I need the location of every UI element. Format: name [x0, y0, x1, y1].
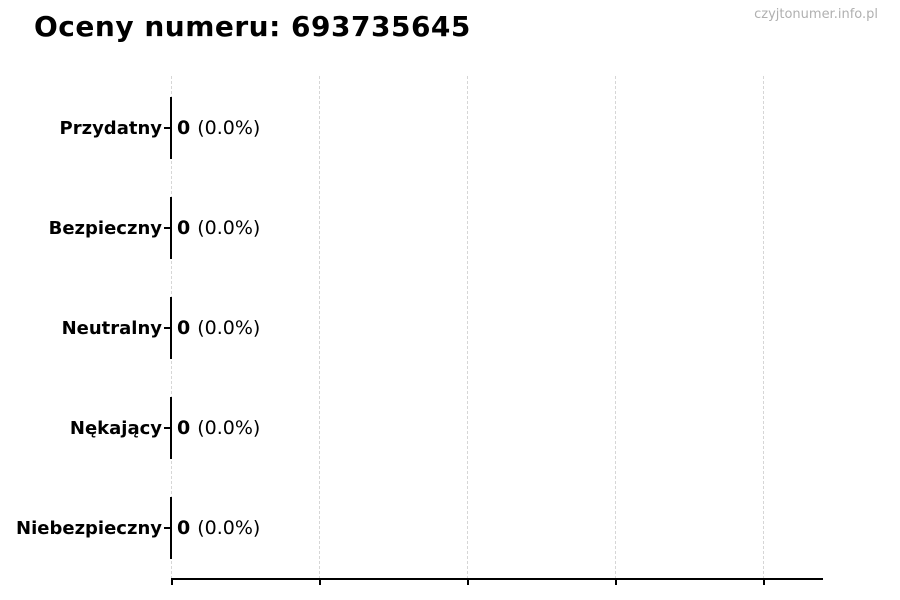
value-annotation: 0 (0.0%) [177, 514, 260, 542]
value-count: 0 [177, 117, 191, 139]
value-annotation: 0 (0.0%) [177, 214, 260, 242]
value-percent: (0.0%) [197, 317, 261, 339]
value-count: 0 [177, 517, 191, 539]
value-annotation: 0 (0.0%) [177, 114, 260, 142]
zero-value-bar [170, 497, 172, 559]
x-axis-tick [171, 580, 173, 585]
watermark-text: czyjtonumer.info.pl [754, 7, 878, 22]
y-axis-tick [164, 327, 171, 329]
value-percent: (0.0%) [197, 417, 261, 439]
chart-title: Oceny numeru: 693735645 [34, 10, 471, 43]
value-percent: (0.0%) [197, 217, 261, 239]
value-percent: (0.0%) [197, 517, 261, 539]
x-axis-tick [763, 580, 765, 585]
category-label: Neutralny [61, 317, 162, 339]
y-axis-tick [164, 127, 171, 129]
category-label: Niebezpieczny [16, 517, 162, 539]
value-count: 0 [177, 217, 191, 239]
value-percent: (0.0%) [197, 117, 261, 139]
gridline [319, 76, 320, 579]
gridline [763, 76, 764, 579]
x-axis-line [171, 578, 823, 580]
zero-value-bar [170, 97, 172, 159]
y-axis-tick [164, 227, 171, 229]
category-label: Przydatny [59, 117, 162, 139]
y-axis-tick [164, 427, 171, 429]
zero-value-bar [170, 397, 172, 459]
category-label: Nękający [69, 417, 162, 439]
zero-value-bar [170, 197, 172, 259]
value-count: 0 [177, 317, 191, 339]
gridline [467, 76, 468, 579]
x-axis-tick [319, 580, 321, 585]
category-label: Bezpieczny [48, 217, 162, 239]
x-axis-tick [467, 580, 469, 585]
y-axis-tick [164, 527, 171, 529]
value-annotation: 0 (0.0%) [177, 414, 260, 442]
value-annotation: 0 (0.0%) [177, 314, 260, 342]
gridline [615, 76, 616, 579]
zero-value-bar [170, 297, 172, 359]
x-axis-tick [615, 580, 617, 585]
value-count: 0 [177, 417, 191, 439]
